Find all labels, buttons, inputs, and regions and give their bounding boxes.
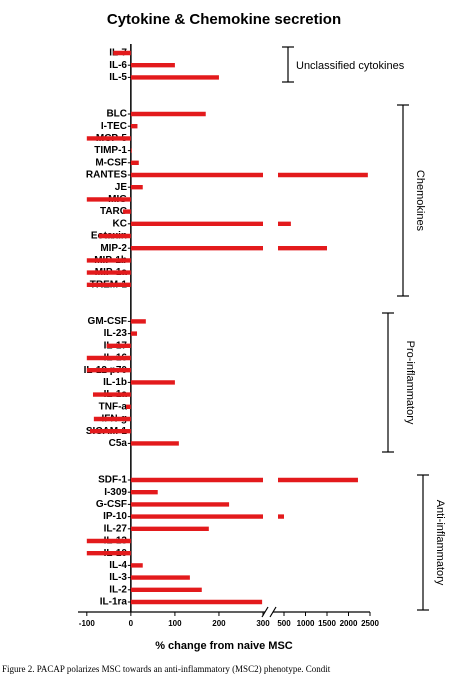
bar xyxy=(130,75,219,80)
chart-title: Cytokine & Chemokine secretion xyxy=(107,11,341,28)
bar xyxy=(106,343,131,348)
x-tick-label: 2000 xyxy=(340,619,358,628)
bar xyxy=(86,270,131,275)
bar xyxy=(130,477,358,483)
y-tick-label: IL-23 xyxy=(104,328,128,339)
x-tick-label: 100 xyxy=(168,619,182,628)
bar xyxy=(93,416,131,422)
x-tick-label: 1500 xyxy=(318,619,336,628)
x-tick-label: 0 xyxy=(129,619,134,628)
bar xyxy=(130,575,190,580)
y-tick-label: KC xyxy=(113,218,127,229)
y-tick-label: MIP-2 xyxy=(100,243,127,254)
y-tick-label: IL-5 xyxy=(109,72,127,83)
x-tick-label: 200 xyxy=(212,619,226,628)
x-axis-label: % change from naive MSC xyxy=(155,640,293,652)
x-tick-label: 2500 xyxy=(361,619,379,628)
group-label: Unclassified cytokines xyxy=(296,60,405,72)
bar xyxy=(130,490,158,495)
y-tick-label: SDF-1 xyxy=(98,475,127,486)
y-tick-label: RANTES xyxy=(86,170,127,181)
bar xyxy=(130,380,175,385)
bar xyxy=(86,551,131,556)
bar xyxy=(86,282,131,287)
y-tick-label: IL-1b xyxy=(103,377,127,388)
bar xyxy=(130,587,202,592)
group-label: Chemokines xyxy=(414,170,426,232)
caption: Figure 2. PACAP polarizes MSC towards an… xyxy=(2,664,331,674)
bar xyxy=(130,111,206,117)
y-tick-label: IL-1ra xyxy=(100,597,128,608)
y-tick-label: TARC xyxy=(100,206,127,217)
y-tick-label: I-309 xyxy=(104,487,127,498)
y-tick-label: G-CSF xyxy=(96,499,127,510)
bar xyxy=(122,209,131,214)
bar xyxy=(130,246,327,251)
bar xyxy=(130,502,230,507)
x-tick-label: -100 xyxy=(79,619,96,628)
y-tick-label: BLC xyxy=(106,109,127,120)
bar xyxy=(130,185,143,190)
y-tick-label: IL-27 xyxy=(104,523,128,534)
x-tick-label: 1000 xyxy=(297,619,315,628)
bar xyxy=(126,404,131,409)
bar xyxy=(86,368,131,373)
group-label: Pro-inflammatory xyxy=(404,341,416,425)
y-tick-label: M-CSF xyxy=(95,157,127,168)
bar xyxy=(130,172,368,178)
group-label: Anti-inflammatory xyxy=(434,500,446,586)
axis-break xyxy=(269,606,277,618)
bar xyxy=(86,197,131,202)
y-tick-label: IP-10 xyxy=(103,511,127,522)
y-tick-label: IL-2 xyxy=(109,584,127,595)
y-tick-label: IL-4 xyxy=(109,560,127,571)
y-tick-label: IL-3 xyxy=(109,572,127,583)
bar xyxy=(98,233,131,239)
bar xyxy=(89,429,131,434)
y-tick-label: I-TEC xyxy=(101,121,127,132)
y-tick-label: JE xyxy=(115,182,128,193)
bar xyxy=(130,514,284,519)
bar xyxy=(130,563,143,568)
bar xyxy=(113,50,131,56)
bar xyxy=(130,599,263,605)
bar xyxy=(92,392,131,397)
bar xyxy=(130,221,291,226)
bar xyxy=(130,160,139,165)
bar xyxy=(86,136,131,141)
y-tick-label: TIMP-1 xyxy=(94,145,127,156)
bar xyxy=(130,526,209,531)
bar xyxy=(130,63,175,68)
y-tick-label: IL-6 xyxy=(109,60,127,71)
bar xyxy=(86,258,131,263)
y-tick-label: GM-CSF xyxy=(88,316,127,327)
bar xyxy=(130,148,132,153)
bar xyxy=(130,124,138,129)
bar xyxy=(130,319,146,324)
x-tick-label: 300 xyxy=(256,619,270,628)
y-tick-label: TNF-a xyxy=(99,401,128,412)
bar xyxy=(86,538,131,544)
bar xyxy=(86,355,131,361)
bar xyxy=(130,441,179,446)
bar xyxy=(130,331,138,336)
y-tick-label: C5a xyxy=(109,438,128,449)
x-tick-label: 500 xyxy=(277,619,291,628)
